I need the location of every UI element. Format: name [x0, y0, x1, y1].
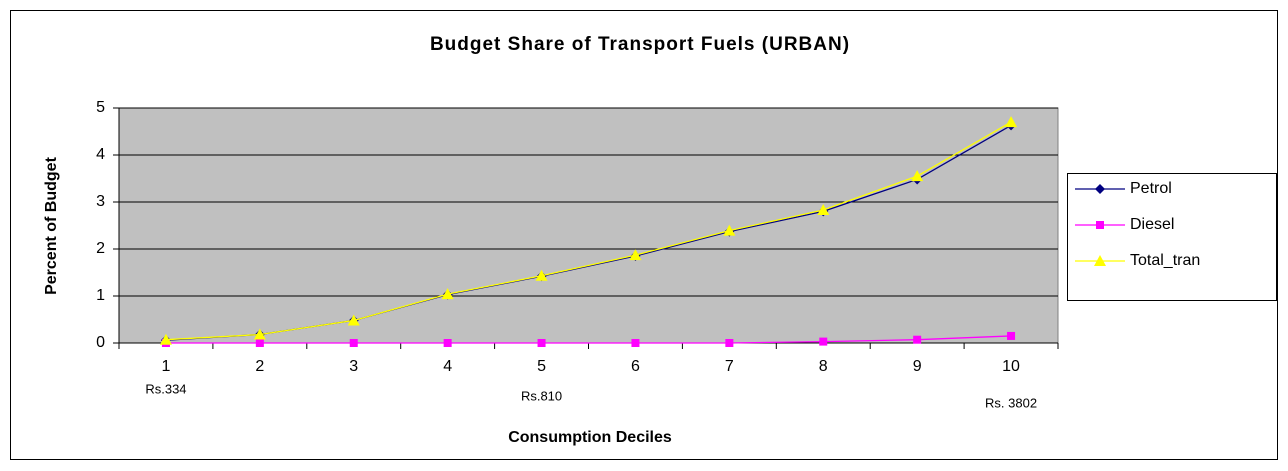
marker	[347, 314, 360, 326]
marker	[911, 170, 924, 182]
y-tick-label: 2	[96, 240, 105, 257]
y-axis-title: Percent of Budget	[43, 156, 60, 294]
x-sublabel: Rs. 3802	[985, 395, 1037, 410]
x-tick-label: 1	[161, 358, 170, 375]
marker	[255, 339, 264, 347]
x-tick-label: 3	[349, 358, 358, 375]
marker	[159, 333, 172, 345]
marker	[1095, 184, 1105, 194]
line-series	[165, 335, 1012, 344]
marker	[349, 339, 358, 347]
marker	[1096, 221, 1104, 229]
marker	[817, 203, 830, 215]
plot-area	[118, 107, 1059, 344]
x-sublabel: Rs.810	[521, 388, 562, 403]
y-tick-label: 1	[96, 287, 105, 304]
y-tick-label: 4	[96, 146, 105, 163]
marker	[631, 339, 640, 347]
x-tick-label: 4	[443, 358, 452, 375]
marker	[1094, 255, 1106, 266]
y-tick-label: 0	[96, 334, 105, 351]
x-tick-label: 9	[913, 358, 922, 375]
marker	[819, 337, 828, 346]
x-tick-label: 2	[255, 358, 264, 375]
marker	[1007, 331, 1016, 340]
legend-label: Diesel	[1130, 216, 1174, 233]
legend	[1067, 173, 1277, 301]
marker	[629, 249, 642, 261]
legend-label: Petrol	[1130, 180, 1172, 197]
x-tick-label: 7	[725, 358, 734, 375]
marker	[913, 335, 922, 344]
marker	[1005, 116, 1018, 128]
legend-label: Total_tran	[1130, 252, 1200, 269]
marker	[537, 339, 546, 347]
y-tick-label: 5	[96, 99, 105, 116]
x-tick-label: 5	[537, 358, 546, 375]
marker	[441, 288, 454, 300]
x-tick-label: 8	[819, 358, 828, 375]
line-series	[165, 121, 1012, 341]
x-tick-label: 6	[631, 358, 640, 375]
y-tick-label: 3	[96, 193, 105, 210]
marker	[443, 339, 452, 347]
marker	[535, 269, 548, 281]
x-axis-title: Consumption Deciles	[508, 429, 672, 446]
marker	[725, 339, 734, 347]
x-sublabel: Rs.334	[145, 381, 186, 396]
marker	[253, 328, 266, 340]
x-tick-label: 10	[1002, 358, 1020, 375]
marker	[723, 224, 736, 236]
chart-title: Budget Share of Transport Fuels (URBAN)	[430, 34, 850, 55]
